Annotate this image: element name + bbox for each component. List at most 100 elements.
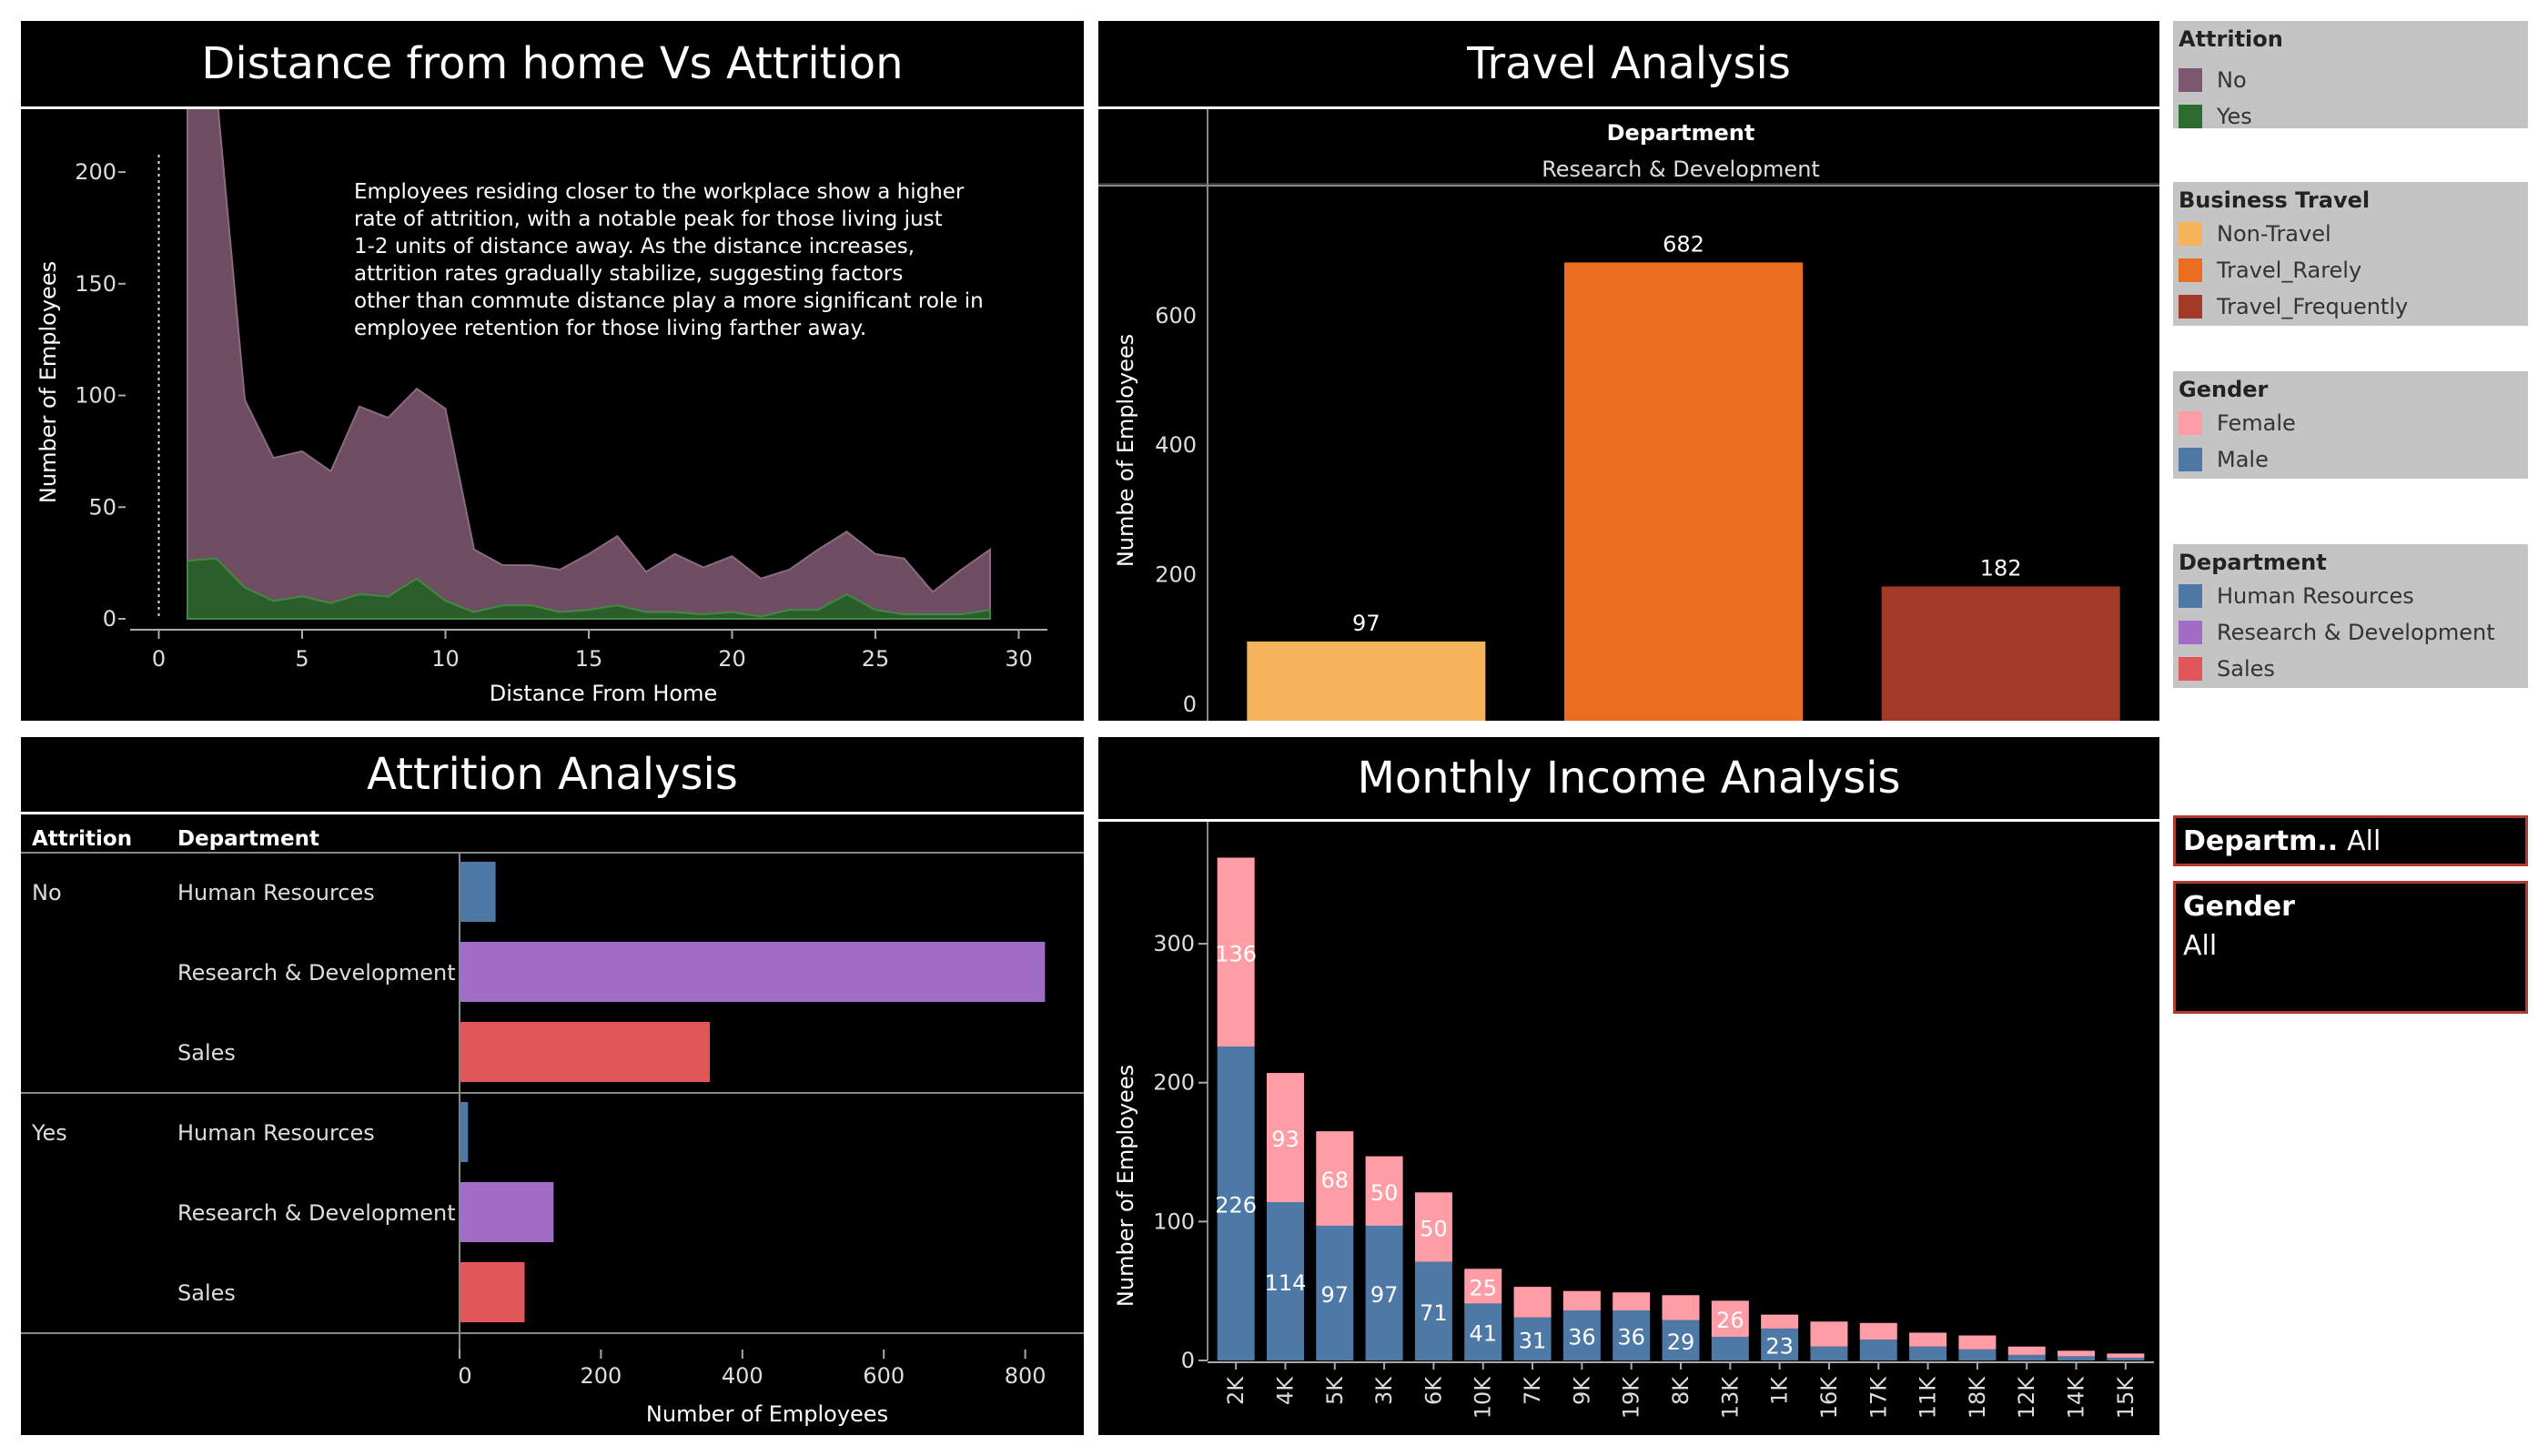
bar-segment-female <box>2058 1350 2096 1357</box>
bar-value-label: 182 <box>1980 555 2022 581</box>
x-tick-label: 11K <box>1916 1376 1941 1420</box>
legend-item-travel-rarely[interactable]: Travel_Rarely <box>2179 257 2361 284</box>
bar-segment-female <box>1464 1269 1502 1304</box>
legend-swatch <box>2179 295 2202 318</box>
bar-segment-male <box>1464 1303 1502 1360</box>
legend-title: Gender <box>2179 377 2269 402</box>
legend-swatch <box>2179 258 2202 282</box>
bar-segment-female <box>1266 1073 1304 1202</box>
department-legend: Department Human Resources Research & De… <box>2173 544 2528 688</box>
gender-filter[interactable]: Gender All <box>2173 881 2528 1014</box>
legend-label: Research & Development <box>2217 620 2495 645</box>
travel-bar-travel-rarely <box>1564 262 1803 721</box>
x-tick-label: 10 <box>431 646 460 672</box>
travel-title: Travel Analysis <box>1098 21 2159 106</box>
y-tick-label: 150 <box>75 271 116 297</box>
attrition-bar <box>460 1262 525 1322</box>
income-chart-panel: 0 100 200 300 Number of Employees 226 136 2K 114… <box>1098 822 2159 1435</box>
legend-label: Yes <box>2217 104 2252 129</box>
female-value-label: 68 <box>1321 1168 1350 1193</box>
bar-segment-female <box>1316 1131 1354 1226</box>
bar-segment-male <box>1958 1349 1997 1360</box>
header-value: Research & Development <box>1542 157 1820 182</box>
department-filter[interactable]: Departm.. All <box>2173 815 2528 866</box>
x-tick-label: 18K <box>1965 1376 1990 1420</box>
y-tick-label: 0 <box>103 606 116 632</box>
x-tick-label: 25 <box>862 646 890 672</box>
legend-item-female[interactable]: Female <box>2179 410 2296 437</box>
row-label: Research & Development <box>177 1200 456 1226</box>
attrition-title: Attrition Analysis <box>21 737 1084 812</box>
bar-segment-male <box>1711 1337 1749 1360</box>
legend-swatch <box>2179 68 2202 92</box>
legend-swatch <box>2179 584 2202 608</box>
bar-segment-male <box>2058 1356 2096 1360</box>
legend-item-sales[interactable]: Sales <box>2179 655 2275 682</box>
bar-segment-male <box>1761 1328 1799 1360</box>
row-label: Research & Development <box>177 960 456 986</box>
female-value-label: 93 <box>1271 1127 1299 1152</box>
female-value-label: 136 <box>1215 941 1257 966</box>
male-value-label: 23 <box>1765 1333 1794 1359</box>
bar-segment-female <box>2007 1346 2046 1355</box>
legend-item-travel-frequently[interactable]: Travel_Frequently <box>2179 293 2408 320</box>
male-value-label: 97 <box>1321 1282 1350 1308</box>
x-tick-label: 10K <box>1471 1376 1496 1420</box>
travel-bar-travel-frequently <box>1881 586 2120 721</box>
legend-item-non-travel[interactable]: Non-Travel <box>2179 220 2331 248</box>
legend-item-human-resources[interactable]: Human Resources <box>2179 582 2414 610</box>
x-tick-label: 6K <box>1421 1376 1446 1405</box>
y-tick-label: 100 <box>75 383 116 409</box>
x-tick-label: 15 <box>575 646 603 672</box>
gender-filter-label: Gender <box>2183 891 2295 923</box>
attrition-bar <box>460 1102 469 1162</box>
y-axis-title: Number of Employees <box>1113 1065 1138 1307</box>
bar-segment-male <box>1562 1310 1601 1360</box>
bar-segment-female <box>1365 1156 1403 1226</box>
x-tick-label: 7K <box>1520 1376 1545 1405</box>
legend-item-male[interactable]: Male <box>2179 446 2269 473</box>
distance-title: Distance from home Vs Attrition <box>21 21 1084 106</box>
y-axis-title: Number of Employees <box>35 261 61 503</box>
x-tick-label: 600 <box>863 1363 905 1389</box>
male-value-label: 29 <box>1667 1330 1695 1355</box>
bar-segment-male <box>1266 1202 1304 1360</box>
y-tick-label: 400 <box>1155 432 1197 458</box>
distance-area-chart: 0 5 10 15 20 25 30 0 50 100 150 200 Distance From Ho… <box>35 86 1047 706</box>
travel-chart-panel: Department Research & Development 0 200 400 6… <box>1098 109 2159 721</box>
income-title: Monthly Income Analysis <box>1098 737 2159 819</box>
bar-segment-male <box>1909 1346 1947 1360</box>
col-header-department: Department <box>177 827 319 851</box>
legend-label: Male <box>2217 447 2269 472</box>
bar-segment-female <box>1414 1192 1452 1262</box>
attrition-bar-chart: Attrition Department No Human Resources Rese… <box>21 827 1084 1427</box>
legend-item-yes[interactable]: Yes <box>2179 103 2252 130</box>
y-tick-label: 0 <box>1183 692 1197 717</box>
y-tick-label: 100 <box>1153 1208 1195 1234</box>
x-tick-label: 17K <box>1866 1376 1891 1420</box>
x-tick-label: 3K <box>1371 1376 1397 1405</box>
male-value-label: 36 <box>1617 1325 1645 1350</box>
legend-item-no[interactable]: No <box>2179 66 2247 94</box>
x-axis-title: Distance From Home <box>490 681 718 706</box>
department-filter-label: Departm.. <box>2183 824 2339 857</box>
gender-filter-value[interactable]: All <box>2183 930 2218 962</box>
bar-segment-female <box>1513 1287 1552 1318</box>
x-tick-label: 800 <box>1005 1363 1046 1389</box>
x-tick-label: 14K <box>2064 1376 2089 1420</box>
x-tick-label: 20 <box>718 646 746 672</box>
department-filter-value[interactable]: All <box>2347 824 2381 857</box>
gender-legend: Gender Female Male <box>2173 371 2528 479</box>
travel-bar-chart: Department Research & Development 0 200 400 6… <box>1098 109 2159 721</box>
bar-segment-male <box>1859 1340 1897 1360</box>
business-travel-legend: Business Travel Non-Travel Travel_Rarely… <box>2173 182 2528 326</box>
y-tick-label: 200 <box>1153 1070 1195 1096</box>
area-series-yes <box>187 557 991 620</box>
male-value-label: 41 <box>1469 1321 1497 1347</box>
x-tick-label: 19K <box>1619 1376 1644 1420</box>
y-tick-label: 0 <box>1181 1348 1195 1373</box>
legend-label: Sales <box>2217 656 2275 682</box>
x-tick-label: 0 <box>152 646 166 672</box>
y-axis-title: Numbe of Employees <box>1113 334 1138 567</box>
legend-item-research-development[interactable]: Research & Development <box>2179 619 2495 646</box>
